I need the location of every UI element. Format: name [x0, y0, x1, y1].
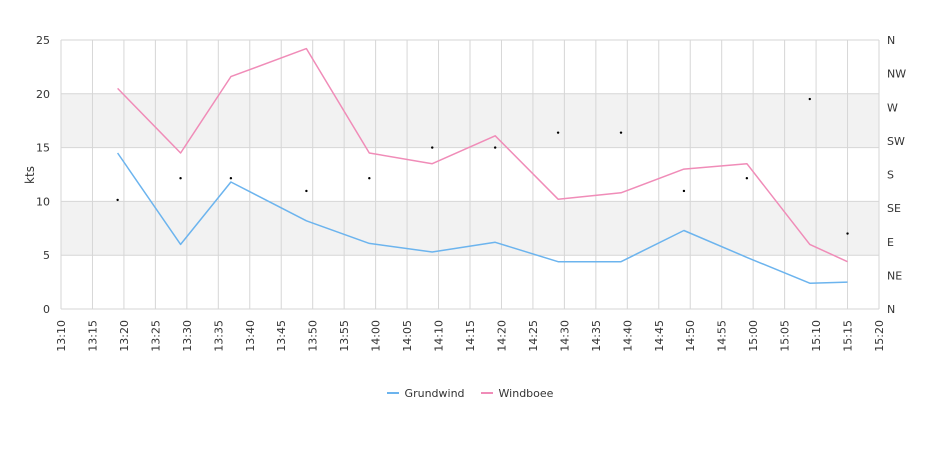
x-tick-label: 15:15: [842, 320, 855, 352]
legend-label: Windboee: [498, 386, 554, 400]
y2-tick-label: N: [887, 34, 895, 47]
x-tick-label: 14:00: [370, 320, 383, 352]
x-tick-label: 13:50: [307, 320, 320, 352]
series-line-grundwind: [116, 152, 848, 284]
x-tick-label: 15:00: [747, 320, 760, 352]
x-tick-label: 13:45: [275, 320, 288, 352]
direction-point: [846, 232, 849, 235]
x-tick-label: 14:40: [621, 320, 634, 352]
x-tick-label: 14:20: [495, 320, 508, 352]
direction-point: [493, 146, 497, 149]
x-tick-label: 14:10: [433, 320, 446, 352]
x-tick-label: 13:25: [149, 320, 162, 352]
y2-tick-label: E: [887, 236, 894, 249]
direction-point: [368, 177, 371, 180]
x-tick-label: 14:45: [653, 320, 666, 352]
series-lines: [116, 47, 848, 284]
y2-tick-label: N: [887, 303, 895, 316]
vertical-grid: [60, 40, 880, 309]
x-tick-label: 13:35: [212, 320, 225, 352]
x-tick-label: 13:15: [86, 320, 99, 352]
x-tick-label: 13:20: [118, 320, 131, 352]
series-line-windboee: [117, 47, 848, 263]
x-tick-label: 14:15: [464, 320, 477, 352]
x-tick-label: 13:55: [338, 320, 351, 352]
x-tick-label: 15:05: [779, 320, 792, 352]
y-tick-label: 20: [36, 88, 50, 101]
x-tick-label: 14:25: [527, 320, 540, 352]
direction-point: [305, 189, 308, 193]
legend-swatch: [480, 392, 493, 394]
chart: 13:10 13:15 13:20 13:25 13:30 13:35 13:40 13:45…: [23, 34, 906, 352]
y-tick-label: 10: [36, 195, 50, 208]
direction-point: [745, 177, 749, 180]
direction-points: [116, 97, 849, 235]
direction-point: [179, 177, 182, 180]
direction-point: [431, 146, 434, 149]
legend: Grundwind Windboee: [0, 384, 940, 402]
y-axis-ticks: 0 5 10 15 20 25: [36, 34, 50, 316]
legend-label: Grundwind: [404, 386, 465, 400]
y-tick-label: 5: [43, 249, 50, 262]
direction-point: [229, 177, 233, 180]
x-tick-label: 13:10: [55, 320, 68, 352]
y-axis-label: kts: [23, 166, 37, 184]
y2-tick-label: SE: [887, 202, 901, 215]
x-tick-label: 13:30: [181, 320, 194, 352]
x-tick-label: 14:05: [401, 320, 414, 352]
y2-tick-label: NW: [887, 68, 906, 81]
y-tick-label: 0: [43, 303, 50, 316]
y-tick-label: 15: [36, 142, 50, 155]
legend-item-windboee[interactable]: Windboee: [480, 386, 554, 400]
y2-axis-ticks: N NE E SE S SW W NW N: [887, 34, 906, 316]
x-tick-label: 14:50: [684, 320, 697, 352]
direction-point: [682, 189, 686, 193]
direction-point: [619, 131, 623, 134]
y2-tick-label: SW: [887, 135, 905, 148]
y2-tick-label: W: [887, 101, 898, 114]
x-tick-label: 14:35: [590, 320, 603, 352]
x-tick-label: 14:55: [716, 320, 729, 352]
direction-point: [808, 97, 811, 101]
y2-tick-label: NE: [887, 269, 902, 282]
y-tick-label: 25: [36, 34, 50, 47]
x-tick-label: 15:20: [873, 320, 886, 352]
x-tick-label: 14:30: [558, 320, 571, 352]
direction-point: [556, 131, 560, 134]
direction-point: [116, 198, 119, 202]
y2-tick-label: S: [887, 169, 894, 182]
x-axis-ticks: 13:10 13:15 13:20 13:25 13:30 13:35 13:40 13:45…: [55, 320, 886, 352]
x-tick-label: 13:40: [244, 320, 257, 352]
x-tick-label: 15:10: [810, 320, 823, 352]
legend-item-grundwind[interactable]: Grundwind: [386, 386, 465, 400]
legend-swatch: [386, 392, 399, 394]
